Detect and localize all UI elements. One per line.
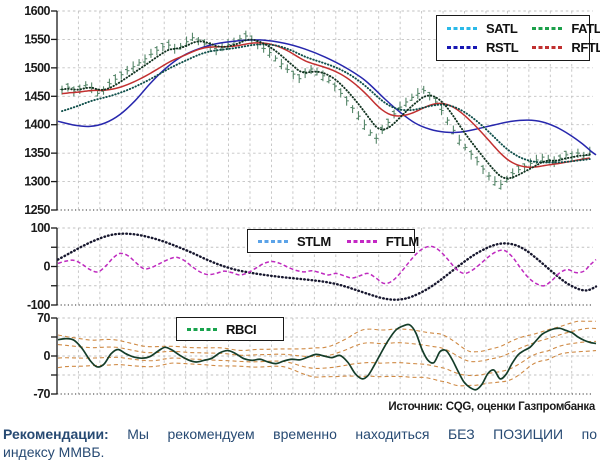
- stlm-line: [56, 232, 598, 301]
- rftl-line: [61, 42, 590, 168]
- rbci_panel-tick-label: 70: [37, 311, 50, 325]
- fatl-swatch: [532, 26, 563, 30]
- fatl-label: FATL: [571, 20, 600, 36]
- oscillator_panel-grid: 100 0 -100: [27, 221, 593, 312]
- recommendation-line2: индексу ММВБ.: [3, 444, 105, 460]
- rbci-label: RBCI: [226, 322, 257, 337]
- source-note: Источник: CQG, оценки Газпромбанка: [388, 401, 595, 413]
- recommendation: Рекомендации: Мы рекомендуем временно на…: [3, 425, 597, 461]
- stlm-label: STLM: [297, 234, 331, 249]
- micex_price_panel-tick-label: 1250: [24, 203, 50, 217]
- rbci-band-upper-outer: [57, 320, 596, 353]
- micex_price_panel-tick-label: 1550: [24, 32, 50, 46]
- micex_price_panel-tick-label: 1450: [24, 89, 50, 103]
- recommendation-label: Рекомендации:: [3, 426, 109, 442]
- rbci-legend: RBCI: [176, 317, 284, 341]
- micex_price_panel-tick-label: 1600: [24, 4, 50, 18]
- legend-item-rbci: RBCI: [187, 322, 273, 337]
- rbci_panel-grid: 70 0 -70: [33, 311, 593, 401]
- fatl-line: [61, 38, 591, 180]
- legend-item-ftlm: FTLM: [346, 234, 419, 249]
- price-legend: SATL FATL RSTL RFTL: [436, 15, 600, 61]
- rbci_panel-tick-label: -70: [33, 387, 50, 401]
- rstl-line: [57, 39, 597, 156]
- legend-item-rstl: RSTL: [447, 40, 519, 56]
- recommendation-text: Мы рекомендуем временно находиться БЕЗ П…: [108, 426, 597, 442]
- rbci-line: [57, 323, 597, 391]
- rbci-swatch: [187, 328, 217, 331]
- micex_price_panel-tick-label: 1350: [24, 146, 50, 160]
- legend-item-satl: SATL: [447, 21, 518, 36]
- micex_price_panel-tick-label: 1400: [24, 118, 50, 132]
- rstl-swatch: [447, 46, 477, 50]
- oscillator_panel-tick-label: -100: [27, 298, 51, 312]
- ftlm-label: FTLM: [385, 234, 419, 249]
- satl-swatch: [447, 26, 477, 30]
- rstl-label: RSTL: [486, 40, 519, 56]
- oscillator-legend: STLM FTLM: [247, 229, 419, 253]
- stlm-swatch: [258, 240, 288, 243]
- legend-item-fatl: FATL: [532, 21, 600, 36]
- oscillator_panel-tick-label: 0: [44, 260, 51, 274]
- chart-canvas: 1600 1550 1500 1450 1400 1350 1300 1250 100 0 -100…: [24, 4, 598, 401]
- oscillator_panel-tick-label: 100: [31, 221, 51, 235]
- micex_price_panel-tick-label: 1500: [24, 61, 50, 75]
- rbci_panel-tick-label: 0: [44, 349, 51, 363]
- rftl-swatch: [532, 46, 563, 50]
- ftlm-swatch: [346, 240, 377, 243]
- satl-label: SATL: [486, 20, 518, 36]
- micex_price_panel-tick-label: 1300: [24, 175, 50, 189]
- recommendation-line1: Рекомендации: Мы рекомендуем временно на…: [3, 425, 597, 443]
- rftl-label: RFTL: [571, 40, 600, 56]
- rbci-band-lower-inner: [57, 340, 597, 377]
- ftlm-line: [57, 245, 597, 287]
- legend-item-rftl: RFTL: [532, 40, 600, 55]
- satl-line: [61, 43, 591, 164]
- legend-item-stlm: STLM: [258, 234, 331, 249]
